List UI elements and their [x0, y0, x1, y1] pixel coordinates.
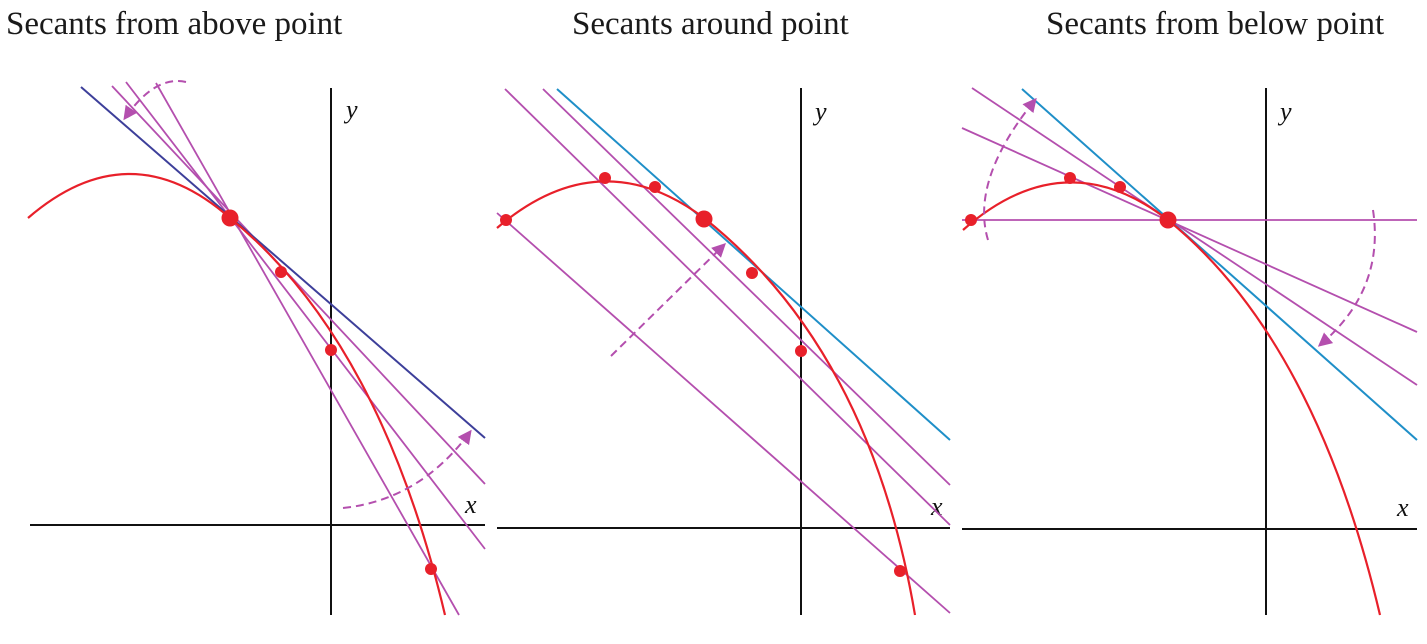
panel-around: x y	[496, 88, 951, 616]
tangent-line	[1021, 88, 1418, 441]
x-axis-label: x	[1396, 493, 1409, 522]
curve-point	[795, 345, 807, 357]
secant-line	[111, 85, 486, 485]
tangent-point	[1159, 211, 1177, 229]
translation-arrow	[610, 243, 726, 357]
y-axis-label: y	[1277, 97, 1292, 126]
secant-line	[496, 212, 951, 614]
curve-point	[746, 267, 758, 279]
y-axis-label: y	[343, 95, 358, 124]
curve-point	[325, 344, 337, 356]
x-axis-label: x	[464, 490, 477, 519]
tangent-line	[80, 86, 486, 439]
secant-line	[155, 82, 460, 616]
curve	[27, 172, 447, 616]
secant-line	[961, 127, 1418, 333]
rotation-arrow	[342, 429, 472, 509]
panel-title-below: Secants from below point	[1046, 6, 1385, 42]
curve-point	[500, 214, 512, 226]
curve-point	[1064, 172, 1076, 184]
tangent-point	[221, 209, 239, 227]
curve-point	[425, 563, 437, 575]
secant-line	[125, 81, 486, 550]
panel-title-around: Secants around point	[572, 6, 849, 42]
curve-point	[965, 214, 977, 226]
secant-line	[542, 88, 951, 486]
curve	[496, 180, 917, 616]
secant-line	[971, 87, 1418, 386]
panel-below: x y	[961, 87, 1418, 616]
tangent-point	[695, 210, 713, 228]
y-axis-label: y	[812, 97, 827, 126]
rotation-arrow	[123, 80, 187, 121]
curve	[962, 181, 1382, 616]
curve-point	[275, 266, 287, 278]
rotation-arrow	[1317, 209, 1376, 347]
secant-line	[504, 88, 951, 526]
curve-point	[649, 181, 661, 193]
curve-point	[894, 565, 906, 577]
panel-above: x y	[27, 80, 486, 616]
curve-point	[599, 172, 611, 184]
panel-title-above: Secants from above point	[6, 6, 343, 42]
rotation-arrow	[983, 97, 1037, 241]
curve-point	[1114, 181, 1126, 193]
